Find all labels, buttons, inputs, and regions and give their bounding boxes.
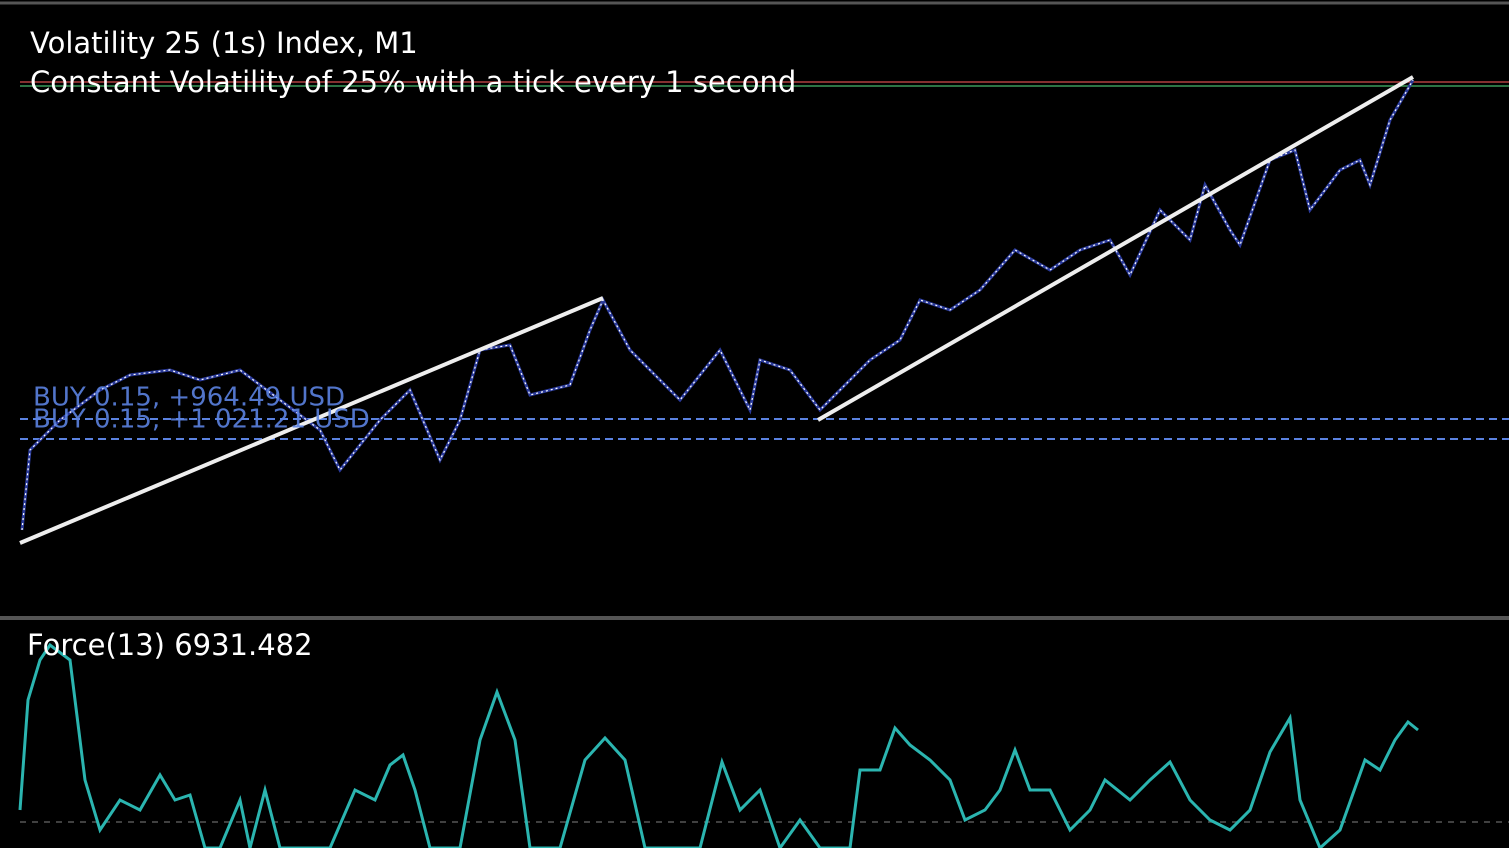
trendline (19, 296, 604, 545)
indicator-label: Force(13) 6931.482 (27, 628, 313, 662)
trendline (817, 75, 1414, 422)
chart-title: Volatility 25 (1s) Index, M1 (30, 26, 418, 60)
chart-subtitle: Constant Volatility of 25% with a tick e… (30, 65, 796, 99)
force-series (18, 642, 1419, 848)
price-candles (21, 79, 1414, 531)
position-label[interactable]: BUY 0.15, +1 021.21 USD (33, 405, 370, 435)
position-label[interactable]: BUY 0.15, +964.49 USD (33, 383, 345, 413)
